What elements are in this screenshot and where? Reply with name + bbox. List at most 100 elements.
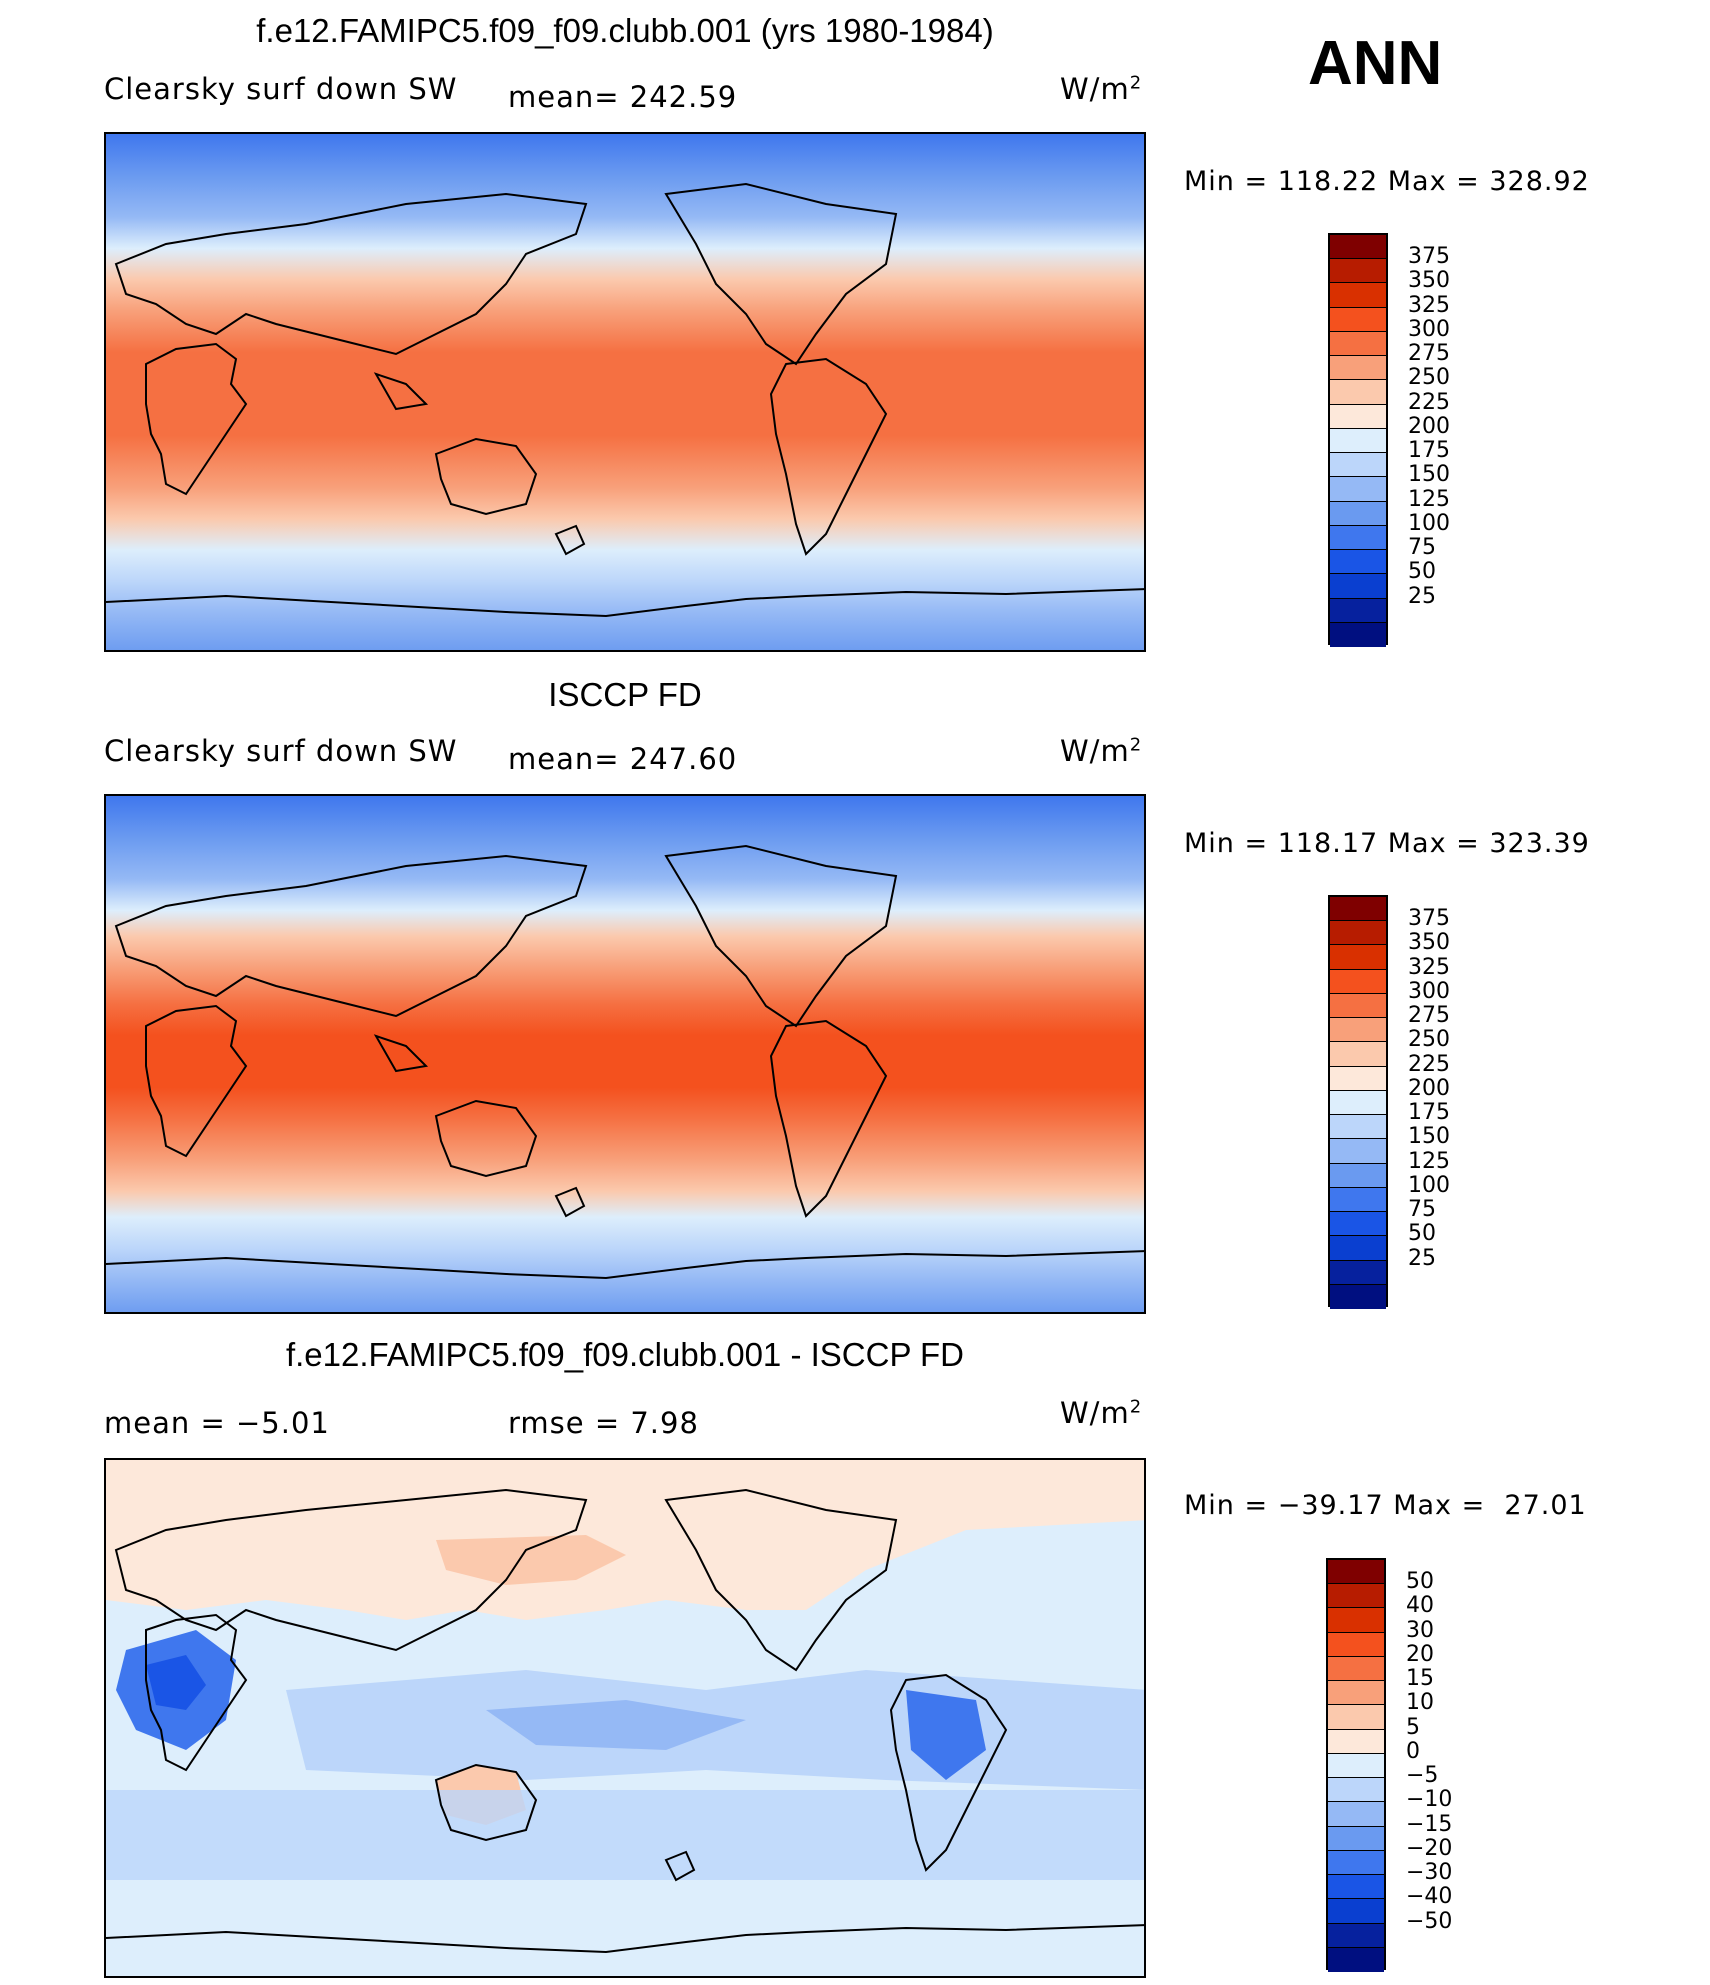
colorbar-tick-label: 25 <box>1408 1245 1436 1271</box>
colorbar-swatch <box>1330 1187 1386 1213</box>
panel-3-map <box>104 1458 1146 1978</box>
colorbar-tick-label: 250 <box>1408 1027 1450 1053</box>
colorbar-swatch <box>1330 428 1386 454</box>
colorbar-swatch <box>1328 1584 1384 1609</box>
colorbar-swatch <box>1330 453 1386 478</box>
colorbar-tick-label: 375 <box>1408 906 1450 932</box>
panel-2-title: ISCCP FD <box>548 676 702 713</box>
colorbar-swatch <box>1330 1163 1386 1188</box>
colorbar-swatch <box>1328 1826 1384 1851</box>
colorbar-swatch <box>1328 1850 1384 1876</box>
colorbar-tick-label: 150 <box>1408 462 1450 488</box>
colorbar-tick-label: 100 <box>1408 510 1450 536</box>
colorbar-tick-label: −50 <box>1406 1908 1453 1934</box>
colorbar-swatch <box>1330 1115 1386 1140</box>
colorbar-swatch <box>1330 1260 1386 1285</box>
colorbar-tick-label: 175 <box>1408 1100 1450 1126</box>
colorbar-swatch <box>1328 1778 1384 1803</box>
colorbar-swatch <box>1328 1705 1384 1730</box>
colorbar-tick-label: −20 <box>1406 1835 1453 1861</box>
colorbar-swatch <box>1330 1212 1386 1237</box>
colorbar-swatch <box>1328 1632 1384 1657</box>
colorbar-swatch <box>1328 1947 1384 1972</box>
panel-1-title: f.e12.FAMIPC5.f09_f09.clubb.001 (yrs 198… <box>256 12 994 49</box>
colorbar-tick-label: 100 <box>1408 1172 1450 1198</box>
panel-3-rmse-label: rmse = 7.98 <box>508 1406 699 1440</box>
colorbar-swatch <box>1328 1802 1384 1827</box>
colorbar-tick-label: 275 <box>1408 1003 1450 1029</box>
colorbar-tick-label: 300 <box>1408 978 1450 1004</box>
colorbar-swatch <box>1330 525 1386 551</box>
panel-1-colorbar <box>1328 233 1388 647</box>
colorbar-tick-label: −40 <box>1406 1884 1453 1910</box>
panel-2-minmax: Min = 118.17 Max = 323.39 <box>1184 828 1590 859</box>
colorbar-tick-label: 250 <box>1408 365 1450 391</box>
colorbar-swatch <box>1330 356 1386 381</box>
colorbar-swatch <box>1330 404 1386 429</box>
season-label: ANN <box>1308 29 1443 98</box>
panel-3-title: f.e12.FAMIPC5.f09_f09.clubb.001 - ISCCP … <box>285 1336 965 1373</box>
panel-3-mean-label: mean = −5.01 <box>104 1406 330 1440</box>
colorbar-tick-label: 150 <box>1408 1124 1450 1150</box>
panel-2-colorbar <box>1328 895 1388 1309</box>
panel-2-units: W/m2 <box>1060 734 1143 768</box>
colorbar-swatch <box>1330 1042 1386 1067</box>
colorbar-swatch <box>1328 1753 1384 1779</box>
colorbar-swatch <box>1330 897 1386 922</box>
colorbar-tick-label: 0 <box>1406 1738 1420 1764</box>
panel-1-mean-label: mean= 242.59 <box>508 80 738 114</box>
colorbar-tick-label: 325 <box>1408 954 1450 980</box>
colorbar-swatch <box>1328 1729 1384 1754</box>
colorbar-swatch <box>1328 1681 1384 1706</box>
colorbar-swatch <box>1330 477 1386 502</box>
colorbar-tick-label: 200 <box>1408 413 1450 439</box>
colorbar-swatch <box>1330 1284 1386 1309</box>
colorbar-swatch <box>1328 1923 1384 1948</box>
colorbar-tick-label: 125 <box>1408 486 1450 512</box>
colorbar-tick-label: 125 <box>1408 1148 1450 1174</box>
colorbar-swatch <box>1330 1236 1386 1261</box>
colorbar-swatch <box>1330 1066 1386 1091</box>
colorbar-swatch <box>1330 380 1386 405</box>
colorbar-tick-label: 5 <box>1406 1714 1420 1740</box>
colorbar-swatch <box>1330 235 1386 260</box>
colorbar-swatch <box>1330 1139 1386 1164</box>
colorbar-swatch <box>1328 1608 1384 1633</box>
colorbar-swatch <box>1330 598 1386 623</box>
colorbar-tick-label: 50 <box>1408 559 1436 585</box>
colorbar-tick-label: 225 <box>1408 389 1450 415</box>
colorbar-swatch <box>1330 550 1386 575</box>
colorbar-swatch <box>1330 574 1386 599</box>
panel-3-map-canvas <box>106 1460 1144 1976</box>
panel-2-coastlines <box>106 844 1144 1280</box>
colorbar-swatch <box>1330 1018 1386 1043</box>
colorbar-tick-label: 175 <box>1408 438 1450 464</box>
colorbar-tick-label: −30 <box>1406 1860 1453 1886</box>
colorbar-tick-label: 350 <box>1408 930 1450 956</box>
colorbar-swatch <box>1328 1656 1384 1682</box>
colorbar-tick-label: 50 <box>1408 1221 1436 1247</box>
panel-3-units: W/m2 <box>1060 1396 1143 1430</box>
colorbar-tick-label: 50 <box>1406 1569 1434 1595</box>
panel-3-minmax: Min = −39.17 Max = 27.01 <box>1184 1490 1587 1521</box>
colorbar-tick-label: 300 <box>1408 316 1450 342</box>
panel-1-variable-label: Clearsky surf down SW <box>104 72 458 106</box>
colorbar-swatch <box>1330 969 1386 994</box>
colorbar-swatch <box>1330 501 1386 526</box>
panel-1-minmax: Min = 118.22 Max = 328.92 <box>1184 166 1590 197</box>
panel-2-variable-label: Clearsky surf down SW <box>104 734 458 768</box>
colorbar-tick-label: 325 <box>1408 292 1450 318</box>
colorbar-tick-label: 225 <box>1408 1051 1450 1077</box>
panel-3-colorbar <box>1326 1558 1386 1972</box>
panel-1-coastlines <box>106 182 1144 618</box>
colorbar-tick-label: 375 <box>1408 244 1450 270</box>
colorbar-tick-label: −15 <box>1406 1811 1453 1837</box>
panel-2-map-canvas <box>106 796 1144 1312</box>
colorbar-swatch <box>1330 283 1386 308</box>
colorbar-swatch <box>1330 331 1386 357</box>
colorbar-swatch <box>1328 1899 1384 1924</box>
colorbar-tick-label: 20 <box>1406 1641 1434 1667</box>
panel-3-coastlines <box>106 1488 1144 1954</box>
panel-1-units: W/m2 <box>1060 72 1143 106</box>
colorbar-tick-label: 75 <box>1408 1197 1436 1223</box>
